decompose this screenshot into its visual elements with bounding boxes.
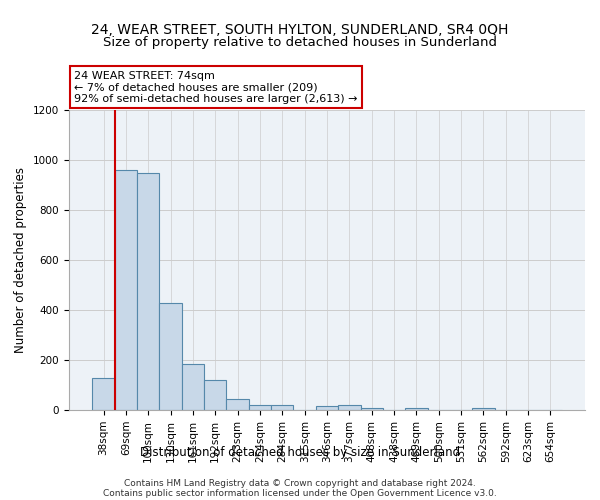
Bar — [271, 405, 293, 410]
Bar — [226, 399, 249, 410]
Bar — [361, 408, 383, 410]
Text: Contains HM Land Registry data © Crown copyright and database right 2024.: Contains HM Land Registry data © Crown c… — [124, 478, 476, 488]
Text: Size of property relative to detached houses in Sunderland: Size of property relative to detached ho… — [103, 36, 497, 49]
Bar — [338, 405, 361, 410]
Bar — [249, 405, 271, 410]
Bar — [115, 170, 137, 410]
Bar — [92, 378, 115, 410]
Text: Contains public sector information licensed under the Open Government Licence v3: Contains public sector information licen… — [103, 488, 497, 498]
Y-axis label: Number of detached properties: Number of detached properties — [14, 167, 28, 353]
Text: Distribution of detached houses by size in Sunderland: Distribution of detached houses by size … — [140, 446, 460, 459]
Bar — [405, 408, 428, 410]
Bar — [182, 364, 204, 410]
Bar — [137, 172, 160, 410]
Bar — [472, 408, 494, 410]
Text: 24, WEAR STREET, SOUTH HYLTON, SUNDERLAND, SR4 0QH: 24, WEAR STREET, SOUTH HYLTON, SUNDERLAN… — [91, 22, 509, 36]
Bar — [204, 380, 226, 410]
Bar — [160, 302, 182, 410]
Text: 24 WEAR STREET: 74sqm
← 7% of detached houses are smaller (209)
92% of semi-deta: 24 WEAR STREET: 74sqm ← 7% of detached h… — [74, 71, 358, 104]
Bar — [316, 406, 338, 410]
